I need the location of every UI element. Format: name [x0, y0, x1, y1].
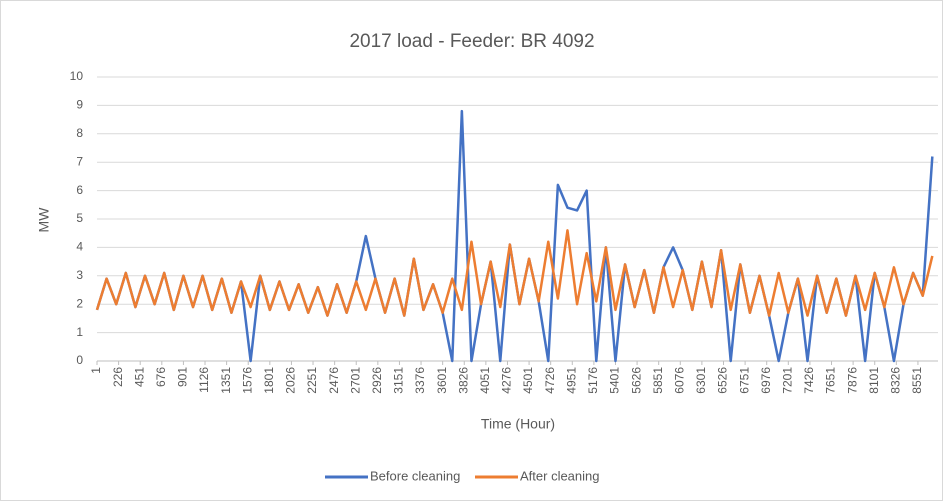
x-tick-label: 4501 — [521, 367, 535, 394]
chart-title: 2017 load - Feeder: BR 4092 — [349, 31, 594, 52]
x-tick-label: 4726 — [543, 367, 557, 394]
x-tick-label: 451 — [132, 367, 146, 387]
x-tick-label: 6076 — [672, 367, 686, 394]
y-tick-label: 5 — [76, 211, 83, 225]
y-axis-label: MW — [36, 207, 52, 233]
x-tick-label: 3376 — [413, 367, 427, 394]
x-tick-label: 7651 — [824, 367, 838, 394]
x-tick-label: 3151 — [392, 367, 406, 394]
x-tick-label: 8551 — [910, 367, 924, 394]
y-tick-label: 1 — [76, 325, 83, 339]
x-tick-label: 5401 — [608, 367, 622, 394]
x-tick-label: 1801 — [262, 367, 276, 394]
y-tick-label: 10 — [70, 69, 84, 83]
x-tick-label: 2026 — [284, 367, 298, 394]
x-tick-label: 8326 — [889, 367, 903, 394]
y-tick-label: 6 — [76, 183, 83, 197]
y-tick-label: 9 — [76, 98, 83, 112]
x-tick-label: 2251 — [305, 367, 319, 394]
x-tick-label: 1126 — [197, 367, 211, 393]
y-tick-label: 8 — [76, 126, 83, 140]
x-tick-label: 5851 — [651, 367, 665, 394]
x-tick-label: 6526 — [716, 367, 730, 394]
x-tick-label: 2476 — [327, 367, 341, 394]
x-tick-label: 4276 — [500, 367, 514, 394]
x-tick-label: 7201 — [780, 367, 794, 394]
y-tick-label: 7 — [76, 154, 83, 168]
series-line — [95, 229, 934, 317]
x-tick-label: 1576 — [240, 367, 254, 394]
x-tick-label: 3826 — [456, 367, 470, 394]
x-tick-label: 3601 — [435, 367, 449, 394]
x-axis-label: Time (Hour) — [481, 416, 555, 432]
x-tick-label: 7876 — [845, 367, 859, 394]
y-tick-label: 3 — [76, 268, 83, 282]
x-tick-label: 901 — [176, 367, 190, 387]
x-tick-label: 1 — [89, 367, 103, 374]
x-tick-label: 8101 — [867, 367, 881, 394]
x-tick-label: 6976 — [759, 367, 773, 394]
x-tick-label: 6301 — [694, 367, 708, 394]
x-tick-label: 6751 — [737, 367, 751, 394]
x-tick-label: 1351 — [219, 367, 233, 394]
x-tick-label: 226 — [111, 367, 125, 387]
x-tick-label: 7426 — [802, 367, 816, 394]
y-tick-label: 4 — [76, 240, 83, 254]
x-tick-label: 2926 — [370, 367, 384, 394]
y-tick-label: 0 — [76, 353, 83, 367]
x-tick-label: 5626 — [629, 367, 643, 394]
x-tick-label: 5176 — [586, 367, 600, 394]
x-tick-label: 4951 — [564, 367, 578, 394]
legend-label: After cleaning — [520, 468, 600, 483]
x-tick-label: 4051 — [478, 367, 492, 394]
x-tick-label: 676 — [154, 367, 168, 387]
y-tick-label: 2 — [76, 296, 83, 310]
legend-label: Before cleaning — [370, 468, 460, 483]
x-tick-label: 2701 — [348, 367, 362, 394]
